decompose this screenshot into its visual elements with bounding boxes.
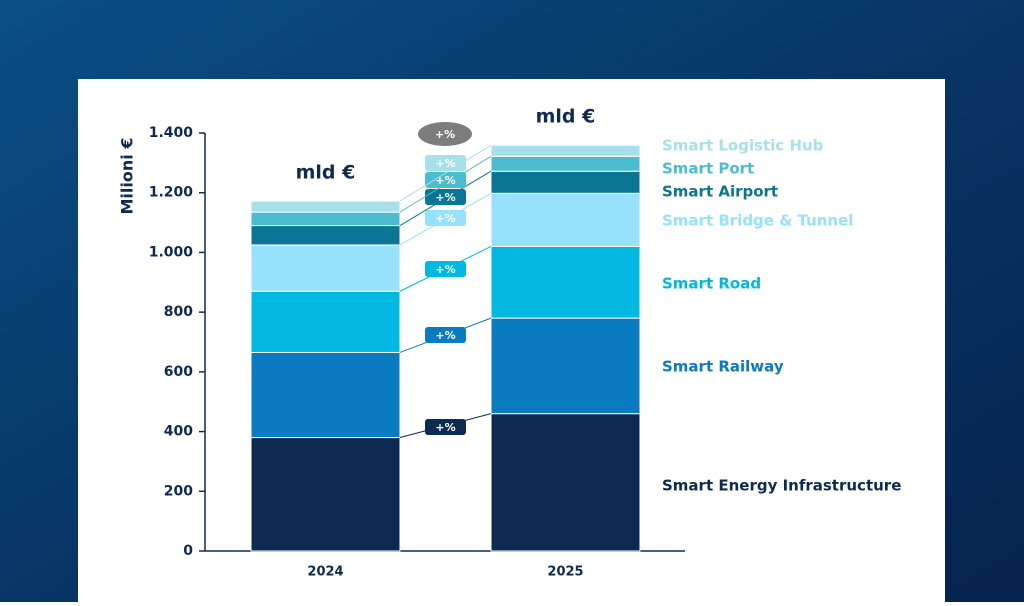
legend-entry: Smart Railway bbox=[662, 358, 784, 376]
y-tick-label: 400 bbox=[164, 424, 193, 440]
bar-segment bbox=[250, 437, 401, 552]
legend-entry: Smart Logistic Hub bbox=[662, 137, 824, 155]
total-label: mld € bbox=[296, 162, 356, 184]
bar-segment bbox=[490, 192, 641, 247]
bar-segment bbox=[250, 351, 401, 439]
change-label: +% bbox=[435, 212, 455, 225]
y-tick-label: 1.200 bbox=[149, 185, 194, 201]
bar-segment bbox=[250, 200, 401, 213]
bar-segment bbox=[250, 244, 401, 292]
bar-segment bbox=[250, 211, 401, 227]
connector bbox=[399, 144, 492, 202]
y-tick-label: 1.400 bbox=[149, 125, 194, 141]
change-label: +% bbox=[435, 174, 455, 187]
change-badge bbox=[425, 261, 466, 277]
change-badge bbox=[425, 189, 466, 205]
change-label: +% bbox=[435, 329, 455, 342]
x-tick-label: 2025 bbox=[547, 565, 583, 580]
legend-entry: Smart Energy Infrastructure bbox=[662, 477, 901, 495]
total-change-label: +% bbox=[435, 128, 455, 141]
y-tick-label: 200 bbox=[164, 483, 193, 499]
y-tick-label: 800 bbox=[164, 304, 193, 320]
y-tick-label: 0 bbox=[183, 543, 193, 559]
y-tick-label: 1.000 bbox=[149, 244, 194, 260]
total-label: mld € bbox=[536, 106, 596, 128]
bar-segment bbox=[490, 413, 641, 552]
x-tick-label: 2024 bbox=[307, 565, 343, 580]
legend-entry: Smart Airport bbox=[662, 183, 778, 201]
change-badge bbox=[425, 419, 466, 435]
change-badge bbox=[425, 327, 466, 343]
bar-segment bbox=[250, 290, 401, 353]
bar-segment bbox=[490, 144, 641, 157]
change-badge bbox=[425, 172, 466, 188]
bar-segment bbox=[490, 317, 641, 415]
total-change-badge bbox=[418, 122, 472, 146]
bar-segment bbox=[490, 245, 641, 319]
bar-segment bbox=[250, 225, 401, 246]
change-label: +% bbox=[435, 421, 455, 434]
change-label: +% bbox=[435, 263, 455, 276]
legend-entry: Smart Bridge & Tunnel bbox=[662, 212, 853, 230]
change-badge bbox=[425, 155, 466, 171]
bar-segment bbox=[490, 170, 641, 194]
y-axis-label: Milioni € bbox=[118, 138, 137, 215]
y-tick-label: 600 bbox=[164, 364, 193, 380]
change-badge bbox=[425, 210, 466, 226]
bar-segment bbox=[490, 155, 641, 172]
legend-entry: Smart Port bbox=[662, 160, 754, 178]
change-label: +% bbox=[435, 157, 455, 170]
legend-entry: Smart Road bbox=[662, 275, 761, 293]
change-label: +% bbox=[435, 191, 455, 204]
